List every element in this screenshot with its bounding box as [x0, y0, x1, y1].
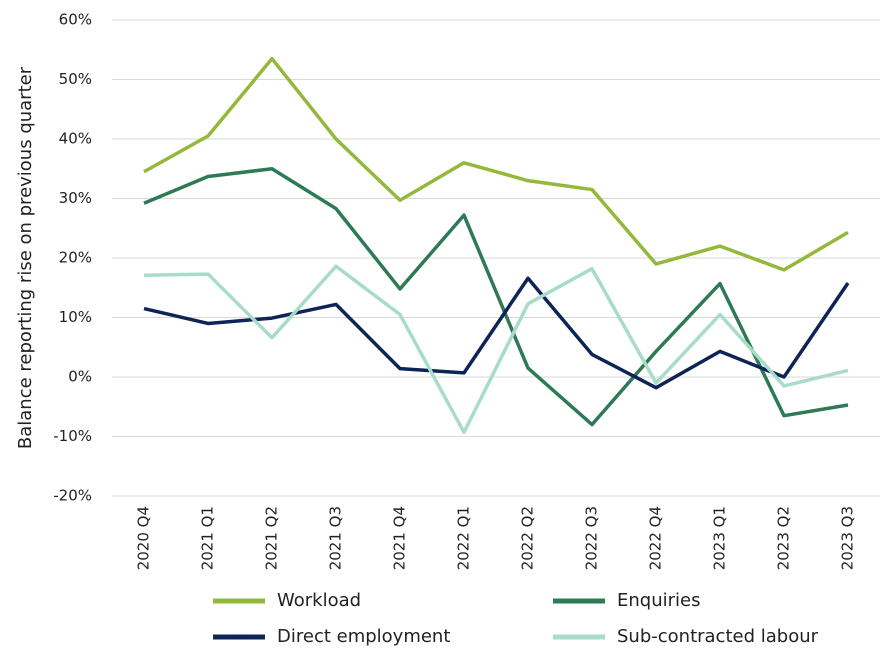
legend-label: Sub-contracted labour	[617, 626, 819, 647]
x-tick-label: 2023 Q3	[839, 506, 857, 570]
x-tick-label: 2020 Q4	[135, 506, 153, 570]
x-tick-label: 2022 Q4	[647, 506, 665, 570]
series-line	[143, 276, 850, 390]
series-line	[143, 167, 849, 427]
x-tick-label: 2022 Q1	[455, 506, 473, 570]
series-line	[143, 56, 849, 272]
legend-label: Enquiries	[617, 590, 700, 611]
y-tick-label: 30%	[59, 189, 92, 207]
y-tick-label: 10%	[59, 308, 92, 326]
series-line	[143, 264, 849, 435]
y-tick-label: 20%	[59, 249, 92, 267]
legend-label: Workload	[277, 590, 361, 611]
y-tick-label: -10%	[53, 427, 92, 445]
x-tick-label: 2021 Q4	[391, 506, 409, 570]
y-tick-label: 40%	[59, 130, 92, 148]
y-tick-label: 60%	[59, 11, 92, 29]
y-tick-label: 0%	[68, 368, 92, 386]
x-tick-label: 2022 Q2	[519, 506, 537, 570]
legend-label: Direct employment	[277, 626, 450, 647]
y-tick-label: 50%	[59, 70, 92, 88]
x-tick-label: 2023 Q2	[775, 506, 793, 570]
x-tick-label: 2021 Q1	[199, 506, 217, 570]
x-tick-label: 2021 Q3	[327, 506, 345, 570]
y-axis-label: Balance reporting rise on previous quart…	[15, 66, 36, 449]
x-tick-label: 2022 Q3	[583, 506, 601, 570]
legend: Workload Enquiries Direct employment Sub-co…	[213, 590, 819, 647]
x-tick-label: 2023 Q1	[711, 506, 729, 570]
x-tick-label: 2021 Q2	[263, 506, 281, 570]
y-tick-label: -20%	[53, 487, 92, 505]
